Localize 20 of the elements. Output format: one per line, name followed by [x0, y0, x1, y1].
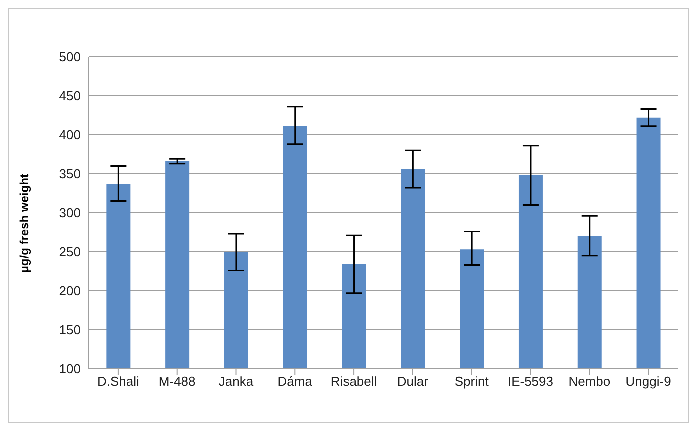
x-tick-label: Unggi-9 [626, 374, 672, 390]
x-tick-label: Dular [397, 374, 430, 390]
x-tick-label: Dáma [278, 374, 314, 390]
y-tick-label: 250 [59, 244, 81, 260]
x-tick-label: M-488 [158, 374, 196, 390]
y-axis-title: µg/g fresh weight [17, 174, 32, 273]
y-tick-label: 150 [59, 322, 81, 338]
y-tick-label: 500 [59, 50, 81, 65]
y-tick-label: 450 [59, 88, 81, 104]
y-tick-label: 100 [59, 362, 81, 377]
y-tick-label: 350 [59, 166, 81, 182]
x-tick-label: Janka [218, 374, 254, 390]
y-tick-label: 400 [59, 128, 81, 143]
x-tick-label: IE-5593 [508, 374, 554, 390]
y-tick-label: 300 [59, 206, 81, 221]
x-tick-label: Sprint [454, 374, 490, 390]
x-tick-label: D.Shali [97, 374, 140, 390]
y-tick-label: 200 [59, 284, 81, 299]
x-tick-label: Risabell [330, 374, 378, 390]
x-tick-label: Nembo [568, 374, 611, 390]
